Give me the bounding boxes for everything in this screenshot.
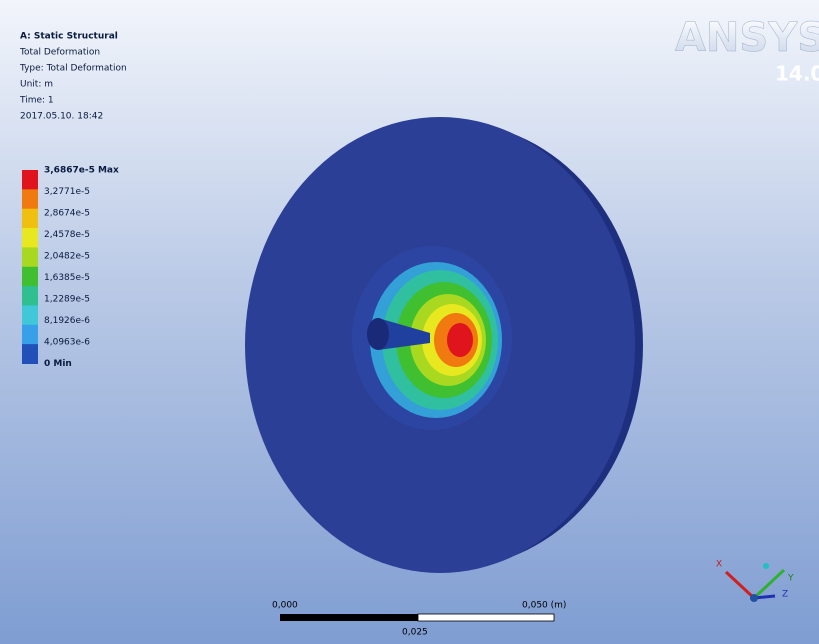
unit: Unit: m	[20, 80, 53, 90]
legend-band	[22, 325, 38, 345]
legend-band	[22, 247, 38, 267]
pin-end	[367, 318, 389, 350]
legend-label: 2,8674e-5	[44, 209, 90, 219]
x-label: X	[716, 560, 722, 570]
origin	[750, 594, 758, 602]
legend-band	[22, 170, 38, 190]
legend-label: 1,2289e-5	[44, 295, 90, 305]
contour	[447, 323, 473, 357]
legend-band	[22, 228, 38, 248]
legend-band	[22, 189, 38, 209]
legend-label: 8,1926e-6	[44, 316, 90, 326]
date: 2017.05.10. 18:42	[20, 112, 103, 122]
legend-label: 3,6867e-5 Max	[44, 166, 119, 176]
legend-band	[22, 344, 38, 364]
legend-label: 4,0963e-6	[44, 338, 90, 348]
legend-label: 2,0482e-5	[44, 252, 90, 262]
scale-mid: 0,025	[402, 628, 428, 638]
legend-label: 0 Min	[44, 359, 72, 369]
model	[245, 117, 643, 573]
legend-label: 2,4578e-5	[44, 230, 90, 240]
analysis-title: A: Static Structural	[20, 32, 118, 42]
result-type: Type: Total Deformation	[19, 64, 127, 74]
scale-end: 0,050 (m)	[522, 601, 566, 611]
legend-label: 1,6385e-5	[44, 273, 90, 283]
scale-segment	[418, 614, 554, 621]
y-label: Y	[787, 574, 794, 584]
z-label: Z	[782, 590, 788, 600]
graphics-window: A: Static Structural Total Deformation T…	[0, 0, 819, 644]
logo-version: 14.0	[775, 62, 819, 86]
legend-label: 3,2771e-5	[44, 187, 90, 197]
logo-brand: ANSYS	[675, 15, 819, 61]
legend-band	[22, 209, 38, 229]
scale-segment	[280, 614, 418, 621]
legend-band	[22, 267, 38, 287]
legend-band	[22, 286, 38, 306]
legend-band	[22, 305, 38, 325]
result-name: Total Deformation	[19, 48, 100, 58]
viewport: A: Static Structural Total Deformation T…	[0, 0, 819, 644]
time: Time: 1	[19, 96, 54, 106]
scale-start: 0,000	[272, 601, 298, 611]
marker	[763, 563, 769, 569]
